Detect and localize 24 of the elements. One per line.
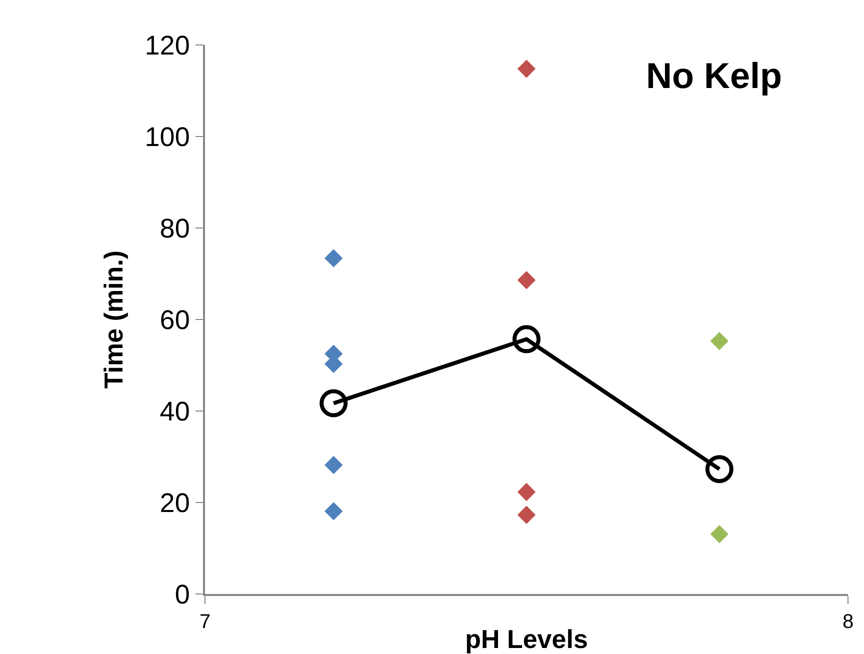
x-tick-label: 7 [199,610,211,633]
point [517,506,536,524]
point [517,60,536,78]
y-tick-label: 80 [160,213,190,244]
point [320,389,348,418]
point [517,271,536,290]
point [710,332,728,350]
y-tick-label: 0 [174,579,190,610]
x-tick-label: 8 [842,610,854,633]
point [710,524,728,544]
y-tick-label: 120 [144,30,190,60]
x-axis-title: pH Levels [465,624,588,654]
point [324,249,343,268]
point [705,455,734,484]
point [517,482,536,502]
y-tick-label: 100 [144,122,190,152]
y-tick-label: 60 [160,304,190,335]
point [512,325,540,354]
y-axis-title: Time (min.) [98,250,129,389]
annotation: No Kelp [646,55,782,96]
point [324,456,343,474]
point [324,502,343,520]
y-tick-label: 20 [160,488,190,518]
y-tick-label: 40 [160,396,190,426]
